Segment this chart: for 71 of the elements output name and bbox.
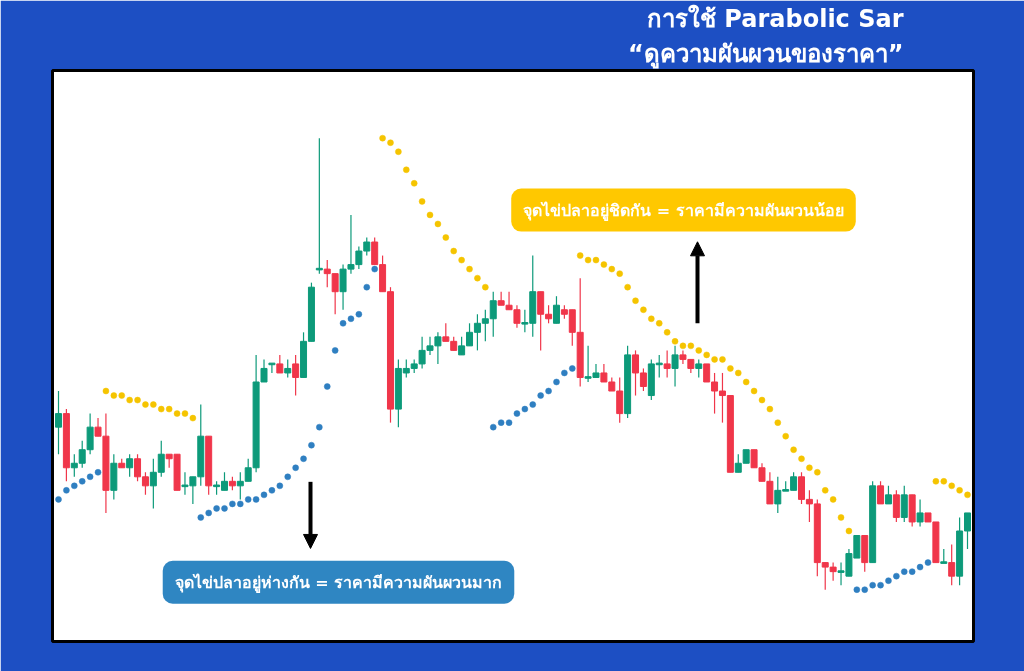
point	[244, 496, 252, 503]
point	[94, 469, 102, 476]
point	[347, 315, 355, 323]
point	[284, 473, 291, 481]
point	[331, 347, 339, 354]
candlestick	[268, 362, 276, 374]
point	[300, 455, 307, 462]
point	[86, 473, 94, 481]
point	[292, 464, 299, 472]
point	[553, 378, 560, 386]
point	[877, 581, 884, 589]
point	[268, 487, 276, 494]
point	[237, 500, 244, 508]
point	[521, 405, 529, 413]
candlestick	[671, 345, 679, 388]
chart-subtitle: “ดูความผันผวนของราคา”	[627, 39, 904, 69]
point	[55, 496, 62, 503]
point	[197, 514, 205, 521]
point	[221, 505, 228, 512]
point	[78, 478, 86, 485]
candlestick	[892, 489, 900, 523]
annotation: จุดไข่ปลาอยู่ชิดกัน = ราคามีความผันผวนน้อย	[523, 200, 844, 222]
point	[853, 586, 861, 593]
candlestick	[292, 354, 300, 397]
point	[505, 419, 513, 426]
candlestick	[315, 137, 323, 275]
candlestick	[284, 358, 292, 379]
point	[205, 509, 212, 517]
point	[497, 419, 505, 426]
point	[371, 265, 378, 273]
point	[561, 369, 568, 377]
point	[229, 500, 236, 508]
point	[71, 482, 78, 490]
point	[537, 392, 544, 399]
point	[893, 572, 900, 580]
annotation: จุดไข่ปลาอยู่ห่างกัน = ราคามีความผันผวนมาก	[174, 572, 503, 594]
point	[316, 423, 323, 431]
candlestick	[948, 543, 956, 586]
point	[869, 581, 876, 589]
candlestick	[884, 485, 892, 505]
point	[213, 505, 220, 512]
candlestick	[55, 390, 62, 455]
point	[545, 387, 552, 395]
candlestick	[663, 349, 671, 379]
candlestick	[126, 453, 134, 478]
point	[63, 487, 70, 494]
point	[252, 496, 260, 503]
point	[276, 482, 284, 490]
chart-title: การใช้ Parabolic Sar	[646, 3, 904, 33]
point	[260, 491, 268, 499]
candlestick	[900, 485, 908, 523]
point	[924, 559, 932, 566]
candlestick	[276, 354, 284, 374]
candlestick	[552, 295, 560, 324]
point	[529, 401, 537, 408]
point	[324, 383, 331, 390]
point	[363, 283, 371, 291]
point	[885, 577, 892, 584]
point	[339, 320, 347, 327]
point	[308, 441, 315, 449]
point	[513, 410, 521, 417]
point	[355, 311, 363, 318]
point	[569, 365, 576, 372]
candlestick	[916, 498, 924, 528]
point	[916, 563, 924, 571]
candlestick	[877, 480, 885, 505]
point	[489, 423, 497, 431]
point	[861, 586, 868, 593]
point	[901, 568, 908, 575]
candlestick	[695, 358, 703, 379]
point	[908, 568, 916, 575]
